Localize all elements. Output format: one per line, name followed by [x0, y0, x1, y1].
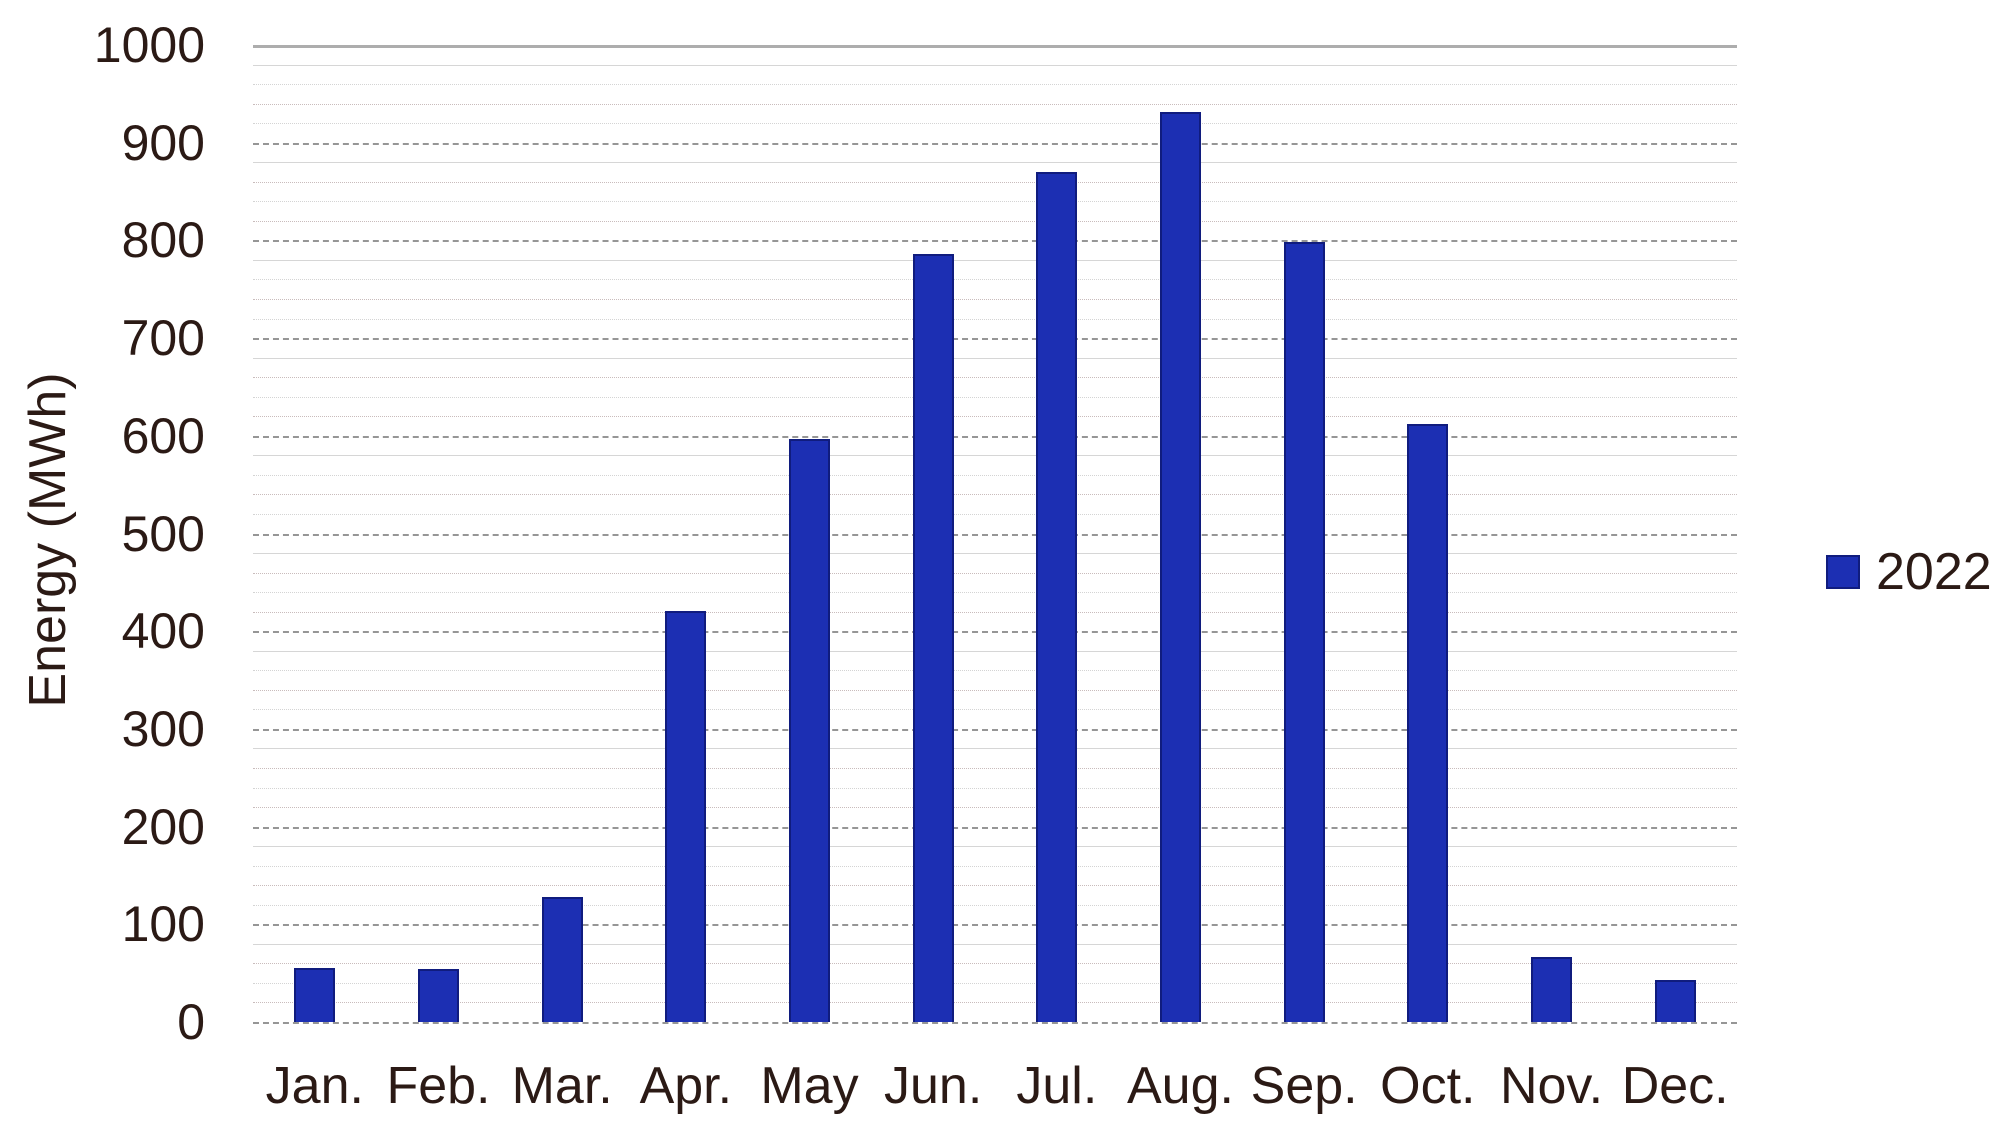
x-tick-oct: Oct.: [1380, 1057, 1476, 1115]
gridline-860: [253, 181, 1737, 183]
bar-feb: [418, 969, 459, 1022]
gridline-660: [253, 377, 1737, 379]
gridline-940: [253, 103, 1737, 105]
gridline-180: [253, 846, 1737, 848]
x-tick-sep: Sep.: [1250, 1057, 1358, 1115]
gridline-0: [253, 1022, 1737, 1024]
y-tick-0: 0: [177, 994, 205, 1050]
gridline-240: [253, 787, 1737, 789]
gridline-420: [253, 611, 1737, 613]
y-tick-100: 100: [121, 896, 205, 953]
gridline-200: [253, 826, 1737, 829]
gridline-640: [253, 396, 1737, 398]
gridline-320: [253, 709, 1737, 711]
gridline-160: [253, 865, 1737, 867]
gridline-20: [253, 1002, 1737, 1004]
x-tick-may: May: [760, 1057, 859, 1115]
y-tick-600: 600: [121, 407, 205, 464]
gridline-880: [253, 162, 1737, 164]
y-tick-800: 800: [121, 212, 205, 269]
gridline-260: [253, 767, 1737, 769]
x-tick-apr: Apr.: [639, 1057, 733, 1115]
gridline-140: [253, 885, 1737, 887]
y-tick-400: 400: [121, 603, 205, 660]
x-tick-aug: Aug.: [1126, 1057, 1234, 1115]
bar-jan: [294, 968, 336, 1022]
bar-mar: [541, 896, 583, 1022]
gridline-760: [253, 279, 1737, 281]
x-tick-jul: Jul.: [1016, 1057, 1098, 1115]
y-tick-1000: 1000: [93, 17, 205, 73]
gridline-700: [253, 338, 1737, 341]
gridline-480: [253, 553, 1737, 555]
gridline-340: [253, 689, 1737, 691]
gridline-100: [253, 924, 1737, 927]
legend-swatch-icon: [1826, 555, 1860, 589]
x-tick-dec: Dec.: [1621, 1057, 1729, 1115]
gridline-920: [253, 123, 1737, 125]
gridline-40: [253, 982, 1737, 984]
gridline-740: [253, 299, 1737, 301]
x-tick-jan: Jan.: [265, 1057, 364, 1115]
y-tick-200: 200: [121, 798, 205, 855]
gridline-400: [253, 631, 1737, 634]
gridline-120: [253, 904, 1737, 906]
plot-area: [253, 45, 1737, 1024]
bar-dec: [1654, 980, 1696, 1022]
y-tick-500: 500: [121, 505, 205, 562]
x-tick-jun: Jun.: [884, 1057, 983, 1115]
bar-jul: [1036, 172, 1078, 1022]
gridline-780: [253, 259, 1737, 261]
gridline-600: [253, 435, 1737, 438]
bar-aug: [1160, 112, 1201, 1022]
gridline-800: [253, 240, 1737, 243]
bar-oct: [1407, 424, 1449, 1022]
bar-may: [789, 438, 830, 1022]
gridline-960: [253, 84, 1737, 86]
gridline-680: [253, 357, 1737, 359]
gridline-500: [253, 533, 1737, 536]
gridline-380: [253, 650, 1737, 652]
gridline-460: [253, 572, 1737, 574]
legend: 2022: [1826, 546, 1992, 598]
legend-label: 2022: [1876, 543, 1992, 601]
x-tick-nov: Nov.: [1499, 1057, 1604, 1115]
bar-nov: [1531, 956, 1572, 1022]
y-tick-700: 700: [121, 310, 205, 367]
gridline-900: [253, 142, 1737, 145]
y-tick-300: 300: [121, 700, 205, 757]
gridline-720: [253, 318, 1737, 320]
gridline-820: [253, 220, 1737, 222]
gridline-280: [253, 748, 1737, 750]
gridline-540: [253, 494, 1737, 496]
y-tick-900: 900: [121, 114, 205, 171]
gridline-560: [253, 474, 1737, 476]
gridline-360: [253, 670, 1737, 672]
gridline-300: [253, 728, 1737, 731]
gridline-580: [253, 455, 1737, 457]
gridline-220: [253, 807, 1737, 809]
x-tick-feb: Feb.: [386, 1057, 491, 1115]
bar-jun: [912, 254, 954, 1022]
bar-sep: [1283, 242, 1325, 1022]
gridline-60: [253, 963, 1737, 965]
gridline-80: [253, 943, 1737, 945]
gridline-440: [253, 592, 1737, 594]
gridline-980: [253, 64, 1737, 66]
gridline-620: [253, 416, 1737, 418]
gridline-1000: [253, 45, 1737, 48]
gridline-840: [253, 201, 1737, 203]
x-tick-mar: Mar.: [511, 1057, 613, 1115]
gridline-520: [253, 513, 1737, 515]
bar-apr: [665, 610, 707, 1022]
